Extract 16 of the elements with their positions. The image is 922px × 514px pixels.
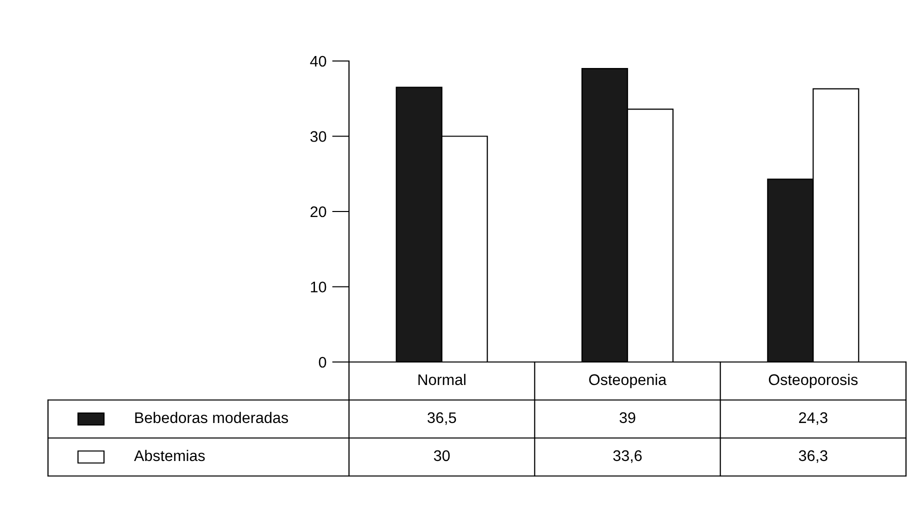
y-tick-label: 30 (310, 131, 326, 142)
y-tick-label: 40 (310, 56, 326, 67)
data-label: 33,6 (613, 450, 642, 463)
data-label: 30 (434, 450, 450, 462)
data-label: 24,3 (799, 412, 828, 425)
y-tick-label: 0 (318, 356, 326, 368)
y-tick-label: 20 (310, 206, 326, 218)
data-label: 36,3 (798, 450, 828, 463)
legend-label: Abstemias (134, 450, 205, 462)
x-tick-label: Normal (418, 374, 466, 386)
x-tick-label: Osteoporosis (768, 374, 858, 388)
y-tick-label: 10 (310, 282, 326, 292)
data-label: 36,5 (428, 412, 456, 425)
x-tick-label: Osteopenia (589, 374, 667, 388)
data-label: 39 (620, 412, 636, 424)
legend-label: Bebedoras moderadas (135, 412, 288, 424)
